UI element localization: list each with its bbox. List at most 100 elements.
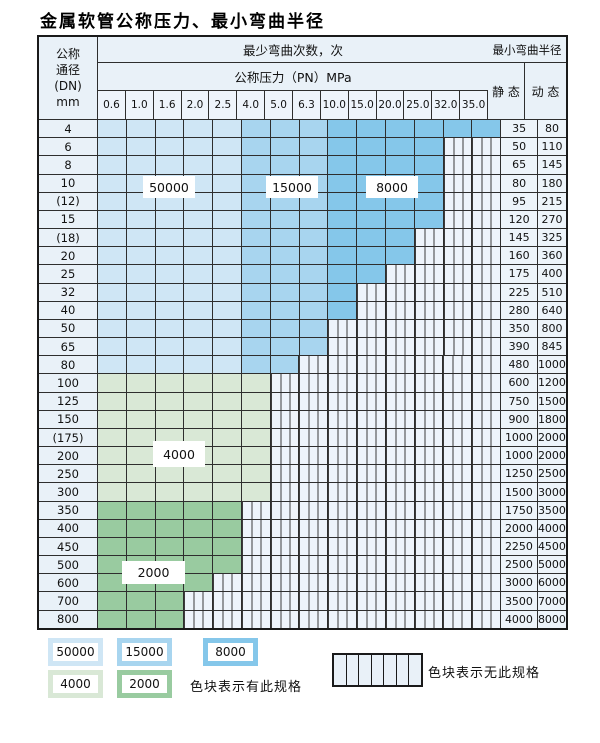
pressure-cell bbox=[241, 610, 271, 628]
pressure-cell bbox=[184, 501, 214, 519]
pressure-cell bbox=[328, 556, 358, 574]
pressure-cell bbox=[443, 247, 473, 265]
pressure-cell bbox=[184, 283, 214, 301]
pressure-cell bbox=[155, 156, 185, 174]
pressure-cell bbox=[184, 338, 214, 356]
pressure-cell bbox=[385, 592, 415, 610]
pressure-cell bbox=[213, 356, 242, 374]
pressure-cell bbox=[328, 392, 358, 410]
pressure-cell bbox=[414, 192, 444, 210]
static-radius-cell: 4000 bbox=[500, 610, 538, 628]
pressure-cell bbox=[385, 447, 415, 465]
pressure-cell bbox=[414, 283, 444, 301]
pressure-cell bbox=[270, 247, 300, 265]
pressure-cell bbox=[328, 483, 358, 501]
pressure-cell bbox=[213, 465, 242, 483]
dynamic-radius-cell: 2000 bbox=[537, 428, 566, 447]
pressure-cell bbox=[213, 519, 242, 537]
pressure-cell bbox=[126, 120, 156, 138]
legend-no-spec-swatch bbox=[332, 653, 423, 687]
pressure-cell bbox=[241, 374, 271, 392]
pressure-cell bbox=[328, 247, 358, 265]
table-row: 150 900 1800 bbox=[39, 409, 566, 428]
pressure-cell bbox=[472, 120, 502, 138]
pressure-cell bbox=[126, 392, 156, 410]
table-row: 250 1250 2500 bbox=[39, 464, 566, 483]
pressure-cell bbox=[472, 138, 502, 156]
pressure-cell bbox=[299, 319, 329, 338]
pressure-cell bbox=[241, 319, 271, 338]
legend-swatch-8000: 8000 bbox=[203, 638, 258, 666]
pressure-cell bbox=[184, 592, 214, 610]
pressure-cell bbox=[443, 483, 473, 501]
pressure-cell bbox=[357, 610, 386, 628]
pressure-header-cell: 1.0 bbox=[126, 91, 154, 119]
pressure-cell bbox=[472, 174, 502, 192]
pressure-cell bbox=[414, 610, 444, 628]
no-spec-stripe-cell bbox=[346, 655, 360, 685]
pressure-cell bbox=[184, 537, 214, 556]
pressure-cell bbox=[357, 356, 386, 374]
dynamic-radius-cell: 800 bbox=[538, 319, 566, 338]
pressure-cell bbox=[184, 156, 214, 174]
pressure-cell bbox=[184, 483, 214, 501]
pressure-cell bbox=[98, 283, 127, 301]
pressure-cell bbox=[357, 374, 386, 392]
cycle-label-50000: 50000 bbox=[143, 176, 195, 198]
static-radius-cell: 145 bbox=[501, 229, 539, 247]
pressure-cell bbox=[299, 156, 329, 174]
pressure-cell bbox=[98, 174, 127, 192]
dn-cell: 500 bbox=[39, 556, 98, 574]
static-radius-cell: 3500 bbox=[500, 592, 538, 610]
pressure-cell bbox=[385, 556, 415, 574]
pressure-cell bbox=[270, 374, 300, 392]
pressure-header-cell: 20.0 bbox=[377, 91, 405, 119]
dn-cell: 200 bbox=[39, 447, 98, 465]
pressure-cell bbox=[414, 120, 444, 138]
no-spec-stripe-cell bbox=[384, 655, 397, 685]
dynamic-radius-cell: 7000 bbox=[537, 592, 566, 610]
pressure-cell bbox=[155, 120, 185, 138]
pressure-cell bbox=[328, 465, 358, 483]
pressure-cell bbox=[385, 519, 415, 537]
pressure-cell bbox=[299, 483, 329, 501]
pressure-cell bbox=[328, 229, 358, 247]
pressure-cell bbox=[213, 574, 242, 592]
pressure-cell bbox=[443, 447, 473, 465]
pressure-cell bbox=[126, 592, 156, 610]
pressure-cell bbox=[443, 501, 473, 519]
pressure-cell bbox=[270, 428, 300, 447]
static-radius-cell: 80 bbox=[501, 174, 539, 192]
pressure-cell bbox=[414, 556, 444, 574]
pressure-cell bbox=[98, 374, 127, 392]
dn-cell: 300 bbox=[39, 483, 98, 501]
static-radius-cell: 600 bbox=[500, 374, 538, 392]
pressure-cell bbox=[328, 374, 358, 392]
dn-cell: 700 bbox=[39, 592, 98, 610]
pressure-cell bbox=[385, 465, 415, 483]
table-row: 800 4000 8000 bbox=[39, 609, 566, 628]
pressure-cell bbox=[472, 465, 501, 483]
dn-cell: 800 bbox=[39, 610, 98, 628]
pressure-cell bbox=[385, 210, 415, 229]
dn-cell: 65 bbox=[39, 338, 98, 356]
pressure-cell bbox=[414, 356, 444, 374]
pressure-cell bbox=[241, 138, 271, 156]
pressure-cell bbox=[184, 138, 214, 156]
pressure-cell bbox=[155, 210, 185, 229]
pressure-cell bbox=[299, 537, 329, 556]
pressure-cell bbox=[357, 392, 386, 410]
pressure-cell bbox=[443, 610, 473, 628]
static-radius-cell: 2250 bbox=[500, 537, 538, 556]
pressure-cell bbox=[270, 501, 300, 519]
dn-cell: 15 bbox=[39, 210, 98, 229]
pressure-cell bbox=[241, 501, 271, 519]
pressure-cell bbox=[385, 483, 415, 501]
pressure-cell bbox=[241, 447, 271, 465]
pressure-cell bbox=[184, 519, 214, 537]
static-radius-cell: 2500 bbox=[500, 556, 538, 574]
pressure-cell bbox=[213, 410, 242, 428]
pressure-cell bbox=[443, 301, 473, 319]
static-radius-cell: 1500 bbox=[500, 483, 538, 501]
